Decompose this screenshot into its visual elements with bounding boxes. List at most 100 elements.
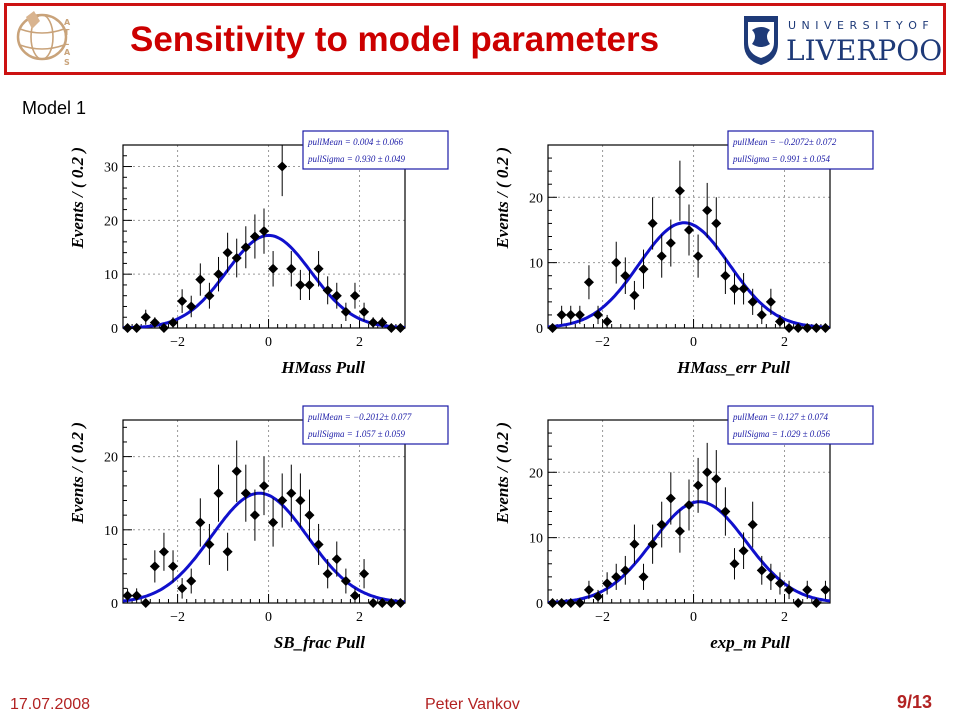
- svg-text:T: T: [64, 28, 70, 37]
- data-point: [647, 539, 658, 550]
- data-point: [377, 317, 388, 328]
- data-point: [240, 242, 251, 253]
- data-point: [313, 263, 324, 274]
- model-label: Model 1: [22, 98, 87, 118]
- data-point: [638, 571, 649, 582]
- fit-legend-sigma: pullSigma = 1.029 ± 0.056: [732, 429, 831, 439]
- data-point: [820, 323, 831, 333]
- data-point: [565, 598, 576, 608]
- data-point: [359, 306, 370, 317]
- x-tick-label: 2: [356, 610, 363, 625]
- svg-text:S: S: [64, 58, 70, 67]
- data-point: [313, 539, 324, 550]
- x-axis-title: SB_frac Pull: [274, 633, 365, 652]
- y-axis-title: Events / ( 0.2 ): [68, 147, 87, 250]
- data-point: [349, 290, 360, 301]
- data-point: [547, 323, 558, 333]
- data-point: [602, 578, 613, 589]
- y-axis-title: Events / ( 0.2 ): [493, 147, 512, 250]
- data-point: [322, 568, 333, 579]
- data-point: [738, 283, 749, 294]
- data-point: [556, 598, 567, 608]
- data-point: [565, 309, 576, 320]
- data-point: [684, 224, 694, 235]
- x-tick-label: 0: [690, 335, 697, 350]
- y-tick-label: 0: [111, 322, 118, 337]
- data-point: [259, 480, 269, 491]
- data-point: [249, 510, 260, 521]
- data-point: [131, 590, 142, 601]
- y-tick-label: 10: [529, 257, 543, 272]
- y-tick-label: 20: [104, 451, 118, 466]
- fit-legend-sigma: pullSigma = 0.991 ± 0.054: [732, 154, 831, 164]
- data-point: [168, 561, 179, 572]
- data-point: [693, 480, 704, 491]
- data-point: [149, 317, 160, 328]
- data-point: [593, 591, 604, 602]
- y-axis-title: Events / ( 0.2 ): [68, 422, 87, 525]
- data-point: [204, 290, 215, 301]
- x-tick-label: 0: [265, 335, 272, 350]
- x-tick-label: −2: [595, 335, 610, 350]
- fit-legend-box: [302, 130, 449, 170]
- data-point: [204, 539, 215, 550]
- data-point: [720, 270, 731, 281]
- data-point: [340, 306, 351, 317]
- data-point: [377, 598, 388, 608]
- data-point: [277, 161, 288, 172]
- liverpool-logo: U N I V E R S I T Y O F LIVERPOOL: [744, 16, 942, 66]
- data-point: [684, 499, 694, 510]
- y-axis-title: Events / ( 0.2 ): [493, 422, 512, 525]
- x-axis-title: HMass Pull: [280, 358, 365, 377]
- footer-date: 17.07.2008: [10, 696, 91, 713]
- data-point: [774, 316, 785, 327]
- data-point: [286, 488, 297, 499]
- data-point: [665, 493, 676, 504]
- data-point: [602, 316, 613, 327]
- data-point: [702, 467, 713, 478]
- plot-frame: [122, 419, 406, 604]
- data-point: [177, 296, 188, 307]
- data-point: [820, 584, 831, 595]
- data-point: [720, 506, 731, 517]
- data-point: [784, 584, 795, 595]
- data-point: [702, 205, 713, 216]
- x-tick-label: −2: [595, 610, 610, 625]
- data-point: [629, 539, 640, 550]
- data-point: [711, 218, 722, 229]
- data-point: [222, 247, 233, 258]
- x-axis-title: HMass_err Pull: [676, 358, 790, 377]
- y-tick-label: 0: [111, 597, 118, 612]
- footer-author: Peter Vankov: [425, 696, 520, 713]
- data-point: [386, 323, 397, 333]
- data-point: [665, 238, 676, 249]
- fit-legend-mean: pullMean = 0.004 ± 0.066: [307, 137, 404, 147]
- y-tick-label: 30: [104, 161, 118, 176]
- svg-text:A: A: [64, 48, 71, 57]
- data-point: [395, 598, 406, 608]
- x-tick-label: 0: [690, 610, 697, 625]
- data-point: [811, 323, 822, 333]
- data-point: [131, 323, 142, 333]
- plot-frame: [122, 144, 406, 329]
- data-point: [158, 323, 169, 333]
- y-tick-label: 10: [104, 524, 118, 539]
- data-point: [195, 517, 206, 528]
- data-point: [368, 598, 379, 608]
- data-point: [140, 598, 151, 608]
- y-tick-label: 10: [104, 268, 118, 283]
- svg-text:A: A: [64, 18, 71, 27]
- fit-legend-mean: pullMean = −0.2012± 0.077: [307, 412, 412, 422]
- y-tick-label: 20: [529, 466, 543, 481]
- data-point: [729, 283, 740, 294]
- data-point: [674, 526, 685, 537]
- fit-legend-box: [302, 405, 449, 445]
- data-point: [122, 590, 133, 601]
- data-point: [213, 269, 224, 280]
- data-point: [793, 598, 804, 608]
- data-point: [322, 285, 333, 296]
